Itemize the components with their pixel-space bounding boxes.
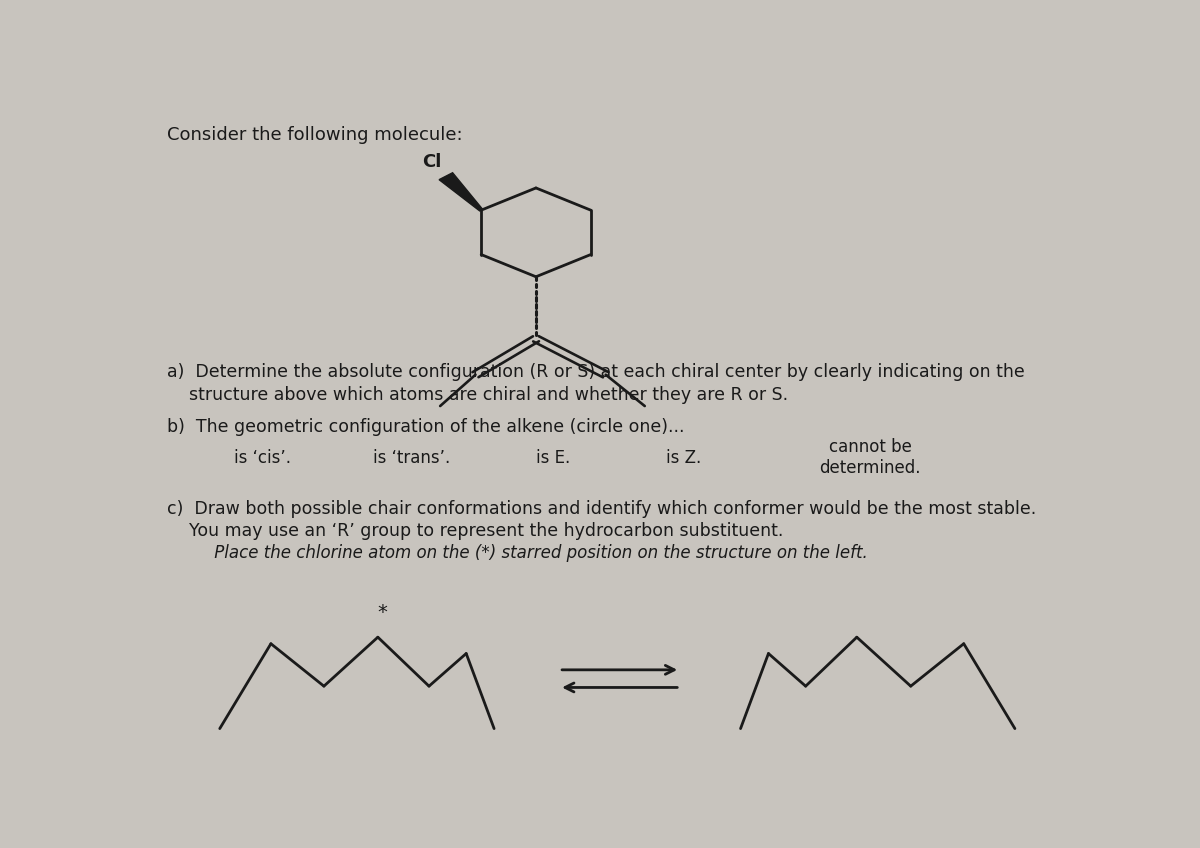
Text: is Z.: is Z. [666, 449, 702, 466]
Text: is ‘trans’.: is ‘trans’. [373, 449, 450, 466]
Text: b)  The geometric configuration of the alkene (circle one)...: b) The geometric configuration of the al… [167, 418, 684, 437]
Text: c)  Draw both possible chair conformations and identify which conformer would be: c) Draw both possible chair conformation… [167, 500, 1036, 518]
Text: Consider the following molecule:: Consider the following molecule: [167, 126, 462, 144]
Text: You may use an ‘R’ group to represent the hydrocarbon substituent.: You may use an ‘R’ group to represent th… [167, 522, 784, 540]
Polygon shape [439, 173, 482, 211]
Text: is ‘cis’.: is ‘cis’. [234, 449, 290, 466]
Text: cannot be
determined.: cannot be determined. [820, 438, 922, 477]
Text: *: * [378, 603, 388, 622]
Text: Place the chlorine atom on the (*) starred position on the structure on the left: Place the chlorine atom on the (*) starr… [167, 544, 868, 562]
Text: Cl: Cl [422, 153, 442, 171]
Text: is E.: is E. [536, 449, 570, 466]
Text: a)  Determine the absolute configuration (R or S) at each chiral center by clear: a) Determine the absolute configuration … [167, 363, 1025, 381]
Text: structure above which atoms are chiral and whether they are R or S.: structure above which atoms are chiral a… [167, 386, 788, 404]
